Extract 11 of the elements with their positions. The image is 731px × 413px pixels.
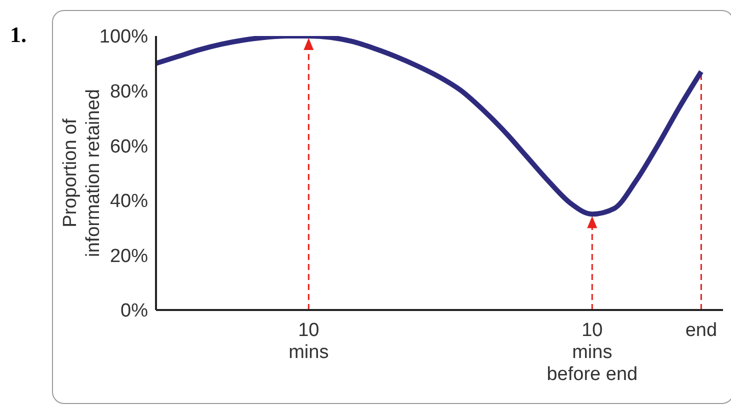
text: 1. [10, 22, 26, 48]
x-tick-label: 10 mins [288, 320, 329, 363]
x-tick-label: end [685, 320, 718, 341]
y-tick-label: 20% [110, 246, 148, 267]
y-tick-label: 60% [110, 136, 148, 158]
y-tick-label: 80% [110, 82, 148, 103]
y-tick-label: 0% [120, 300, 148, 322]
y-tick-label: 40% [110, 191, 148, 212]
y-axis-title: Proportion of information retained [60, 89, 104, 257]
x-tick-label: 10 mins before end [546, 320, 638, 385]
y-tick-label: 100% [99, 26, 148, 48]
